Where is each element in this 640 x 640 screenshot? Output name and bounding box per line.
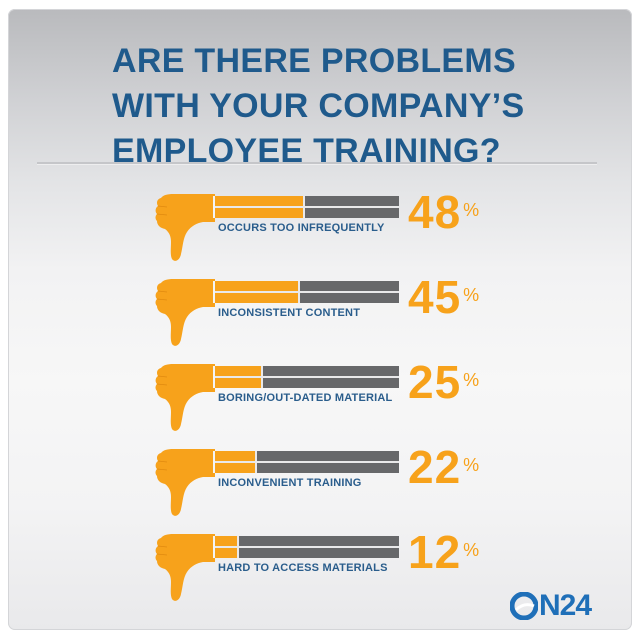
row-percentage: 25% bbox=[408, 359, 480, 405]
progress-bar-split bbox=[215, 206, 399, 208]
bar-row-1: OCCURS TOO INFREQUENTLY 48% bbox=[8, 189, 632, 277]
row-label: INCONSISTENT CONTENT bbox=[218, 307, 361, 319]
thumbs-down-icon bbox=[155, 364, 215, 431]
row-label: INCONVENIENT TRAINING bbox=[218, 477, 362, 489]
progress-bar bbox=[213, 281, 399, 303]
progress-bar-split bbox=[215, 461, 399, 463]
percent-symbol: % bbox=[463, 455, 481, 475]
on24-swirl-icon bbox=[510, 592, 538, 620]
progress-bar-split bbox=[215, 546, 399, 548]
thumbs-down-icon bbox=[155, 534, 215, 601]
row-percentage: 45% bbox=[408, 274, 480, 320]
percentage-value: 22 bbox=[408, 441, 462, 493]
percent-symbol: % bbox=[463, 285, 481, 305]
row-label: OCCURS TOO INFREQUENTLY bbox=[218, 222, 385, 234]
logo-text: N24 bbox=[539, 589, 592, 622]
title-line-1: ARE THERE PROBLEMS bbox=[112, 42, 516, 80]
percent-symbol: % bbox=[463, 200, 481, 220]
progress-bar-split bbox=[215, 291, 399, 293]
percent-symbol: % bbox=[463, 370, 481, 390]
bar-row-2: INCONSISTENT CONTENT 45% bbox=[8, 274, 632, 362]
infographic-card: ARE THERE PROBLEMS WITH YOUR COMPANY’S E… bbox=[8, 9, 632, 630]
thumbs-down-icon bbox=[155, 194, 215, 261]
progress-bar-split bbox=[215, 376, 399, 378]
row-percentage: 48% bbox=[408, 189, 480, 235]
progress-bar bbox=[213, 451, 399, 473]
bar-row-5: HARD TO ACCESS MATERIALS 12% bbox=[8, 529, 632, 617]
bar-row-3: BORING/OUT-DATED MATERIAL 25% bbox=[8, 359, 632, 447]
row-label: BORING/OUT-DATED MATERIAL bbox=[218, 392, 393, 404]
percentage-value: 12 bbox=[408, 526, 462, 578]
progress-bar bbox=[213, 536, 399, 558]
row-percentage: 12% bbox=[408, 529, 480, 575]
percentage-value: 25 bbox=[408, 356, 462, 408]
thumbs-down-icon bbox=[155, 449, 215, 516]
title-line-3: EMPLOYEE TRAINING? bbox=[112, 132, 501, 170]
percentage-value: 48 bbox=[408, 186, 462, 238]
percentage-value: 45 bbox=[408, 271, 462, 323]
percent-symbol: % bbox=[463, 540, 481, 560]
title-line-2: WITH YOUR COMPANY’S bbox=[112, 87, 525, 125]
row-percentage: 22% bbox=[408, 444, 480, 490]
bar-row-4: INCONVENIENT TRAINING 22% bbox=[8, 444, 632, 532]
thumbs-down-icon bbox=[155, 279, 215, 346]
progress-bar bbox=[213, 196, 399, 218]
infographic-title: ARE THERE PROBLEMS WITH YOUR COMPANY’S E… bbox=[112, 39, 612, 174]
progress-bar bbox=[213, 366, 399, 388]
on24-logo: N24 bbox=[510, 589, 592, 622]
row-label: HARD TO ACCESS MATERIALS bbox=[218, 562, 388, 574]
title-divider bbox=[37, 162, 597, 165]
